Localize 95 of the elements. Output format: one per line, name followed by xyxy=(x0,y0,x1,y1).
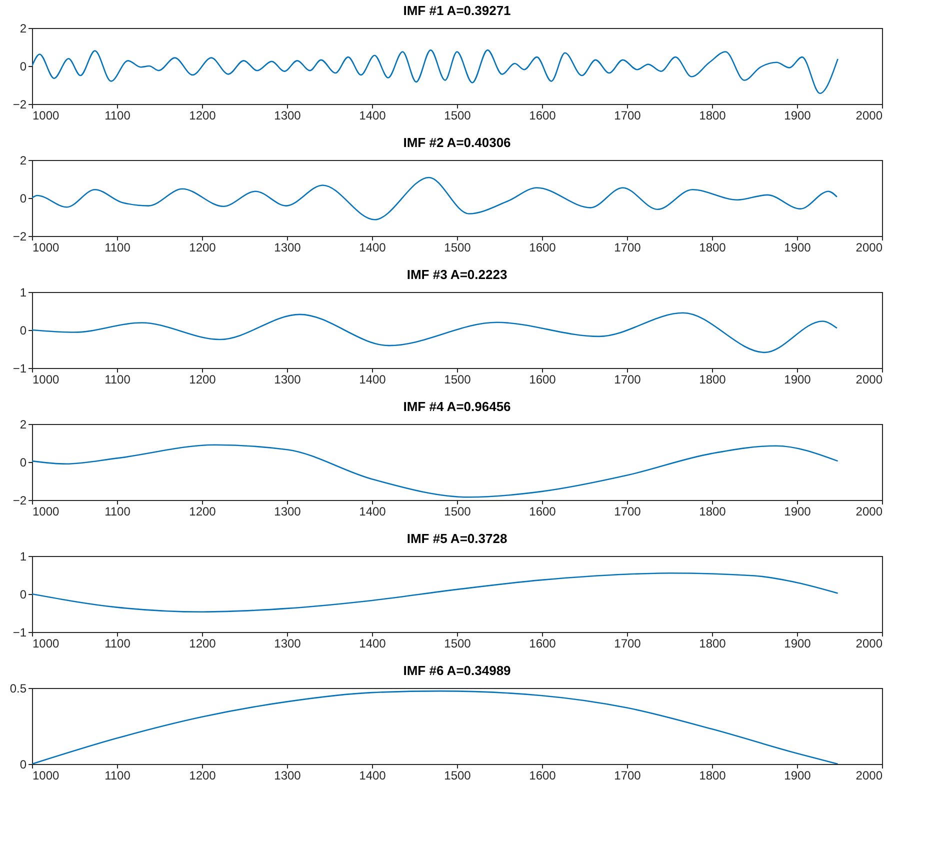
x-tick-label: 2000 xyxy=(856,108,883,122)
x-tick-label: 1100 xyxy=(104,372,131,386)
x-tick-label: 1600 xyxy=(529,504,556,518)
x-tick-label: 1600 xyxy=(529,240,556,254)
x-tick-label: 1900 xyxy=(784,108,812,122)
x-tick-label: 1200 xyxy=(189,768,216,782)
x-tick-label: 1900 xyxy=(784,504,812,518)
x-tick-label: 1800 xyxy=(699,108,726,122)
y-tick-label: −2 xyxy=(12,230,27,244)
x-tick-label: 1300 xyxy=(274,768,302,782)
chart-title: IMF #3 A=0.2223 xyxy=(406,267,508,282)
chart-title: IMF #2 A=0.40306 xyxy=(403,135,511,150)
x-tick-label: 1400 xyxy=(359,372,386,386)
x-tick-label: 1900 xyxy=(784,768,812,782)
line-series xyxy=(32,444,838,498)
x-tick-label: 1300 xyxy=(274,108,302,122)
x-tick-label: 2000 xyxy=(856,372,883,386)
y-tick-label: −1 xyxy=(12,362,27,376)
x-tick-label: 1100 xyxy=(104,636,131,650)
x-tick-label: 1000 xyxy=(32,240,60,254)
chart-title: IMF #6 A=0.34989 xyxy=(403,663,511,678)
x-tick-label: 1800 xyxy=(699,372,726,386)
y-tick-label: 2 xyxy=(20,154,27,168)
x-tick-label: 1000 xyxy=(32,372,60,386)
x-tick-label: 1600 xyxy=(529,768,556,782)
x-tick-label: 2000 xyxy=(856,636,883,650)
x-tick-label: 1800 xyxy=(699,240,726,254)
chart-title: IMF #5 A=0.3728 xyxy=(406,531,508,546)
x-tick-label: 1000 xyxy=(32,504,60,518)
x-tick-label: 1500 xyxy=(444,372,472,386)
x-tick-label: 1500 xyxy=(444,768,472,782)
x-tick-label: 1600 xyxy=(529,636,556,650)
x-tick-label: 2000 xyxy=(856,240,883,254)
y-tick-label: −2 xyxy=(12,494,27,508)
x-tick-label: 1200 xyxy=(189,108,216,122)
x-tick-label: 1000 xyxy=(32,768,60,782)
x-tick-label: 1500 xyxy=(444,636,472,650)
y-tick-label: 1 xyxy=(20,550,27,564)
x-tick-label: 1700 xyxy=(614,636,642,650)
x-tick-label: 1900 xyxy=(784,372,812,386)
x-tick-label: 1700 xyxy=(614,768,642,782)
x-tick-label: 2000 xyxy=(856,504,883,518)
y-tick-label: 0 xyxy=(20,758,27,772)
x-tick-label: 1800 xyxy=(699,768,726,782)
y-tick-label: 0 xyxy=(20,456,27,470)
line-series xyxy=(32,49,838,94)
x-tick-label: 1100 xyxy=(104,504,131,518)
x-tick-label: 1400 xyxy=(359,108,386,122)
x-tick-label: 1500 xyxy=(444,504,472,518)
x-tick-label: 1200 xyxy=(189,240,216,254)
x-tick-label: 1100 xyxy=(104,108,131,122)
x-tick-label: 1700 xyxy=(614,108,642,122)
x-tick-label: 1300 xyxy=(274,372,302,386)
x-tick-label: 1300 xyxy=(274,636,302,650)
x-tick-label: 1900 xyxy=(784,636,812,650)
x-tick-label: 1300 xyxy=(274,240,302,254)
x-tick-label: 1700 xyxy=(614,240,642,254)
y-tick-label: 0.5 xyxy=(10,682,27,696)
x-tick-label: 1600 xyxy=(529,108,556,122)
y-tick-label: 1 xyxy=(20,286,27,300)
x-tick-label: 1000 xyxy=(32,636,60,650)
y-tick-label: 2 xyxy=(20,418,27,432)
y-tick-label: −1 xyxy=(12,626,27,640)
x-tick-label: 1100 xyxy=(104,768,131,782)
x-tick-label: 1100 xyxy=(104,240,131,254)
x-tick-label: 1900 xyxy=(784,240,812,254)
y-tick-label: 0 xyxy=(20,324,27,338)
y-tick-label: 0 xyxy=(20,60,27,74)
x-tick-label: 1700 xyxy=(614,372,642,386)
x-tick-label: 1500 xyxy=(444,240,472,254)
y-tick-label: 0 xyxy=(20,588,27,602)
x-tick-label: 1300 xyxy=(274,504,302,518)
line-series xyxy=(32,176,838,220)
x-tick-label: 1400 xyxy=(359,504,386,518)
x-tick-label: 1200 xyxy=(189,636,216,650)
x-tick-label: 1400 xyxy=(359,240,386,254)
chart-title: IMF #1 A=0.39271 xyxy=(403,3,511,18)
x-tick-label: 1800 xyxy=(699,504,726,518)
x-tick-label: 1400 xyxy=(359,636,386,650)
x-tick-label: 1700 xyxy=(614,504,642,518)
x-tick-label: 1800 xyxy=(699,636,726,650)
line-series xyxy=(32,312,838,354)
line-series xyxy=(32,572,838,613)
x-tick-label: 1000 xyxy=(32,108,60,122)
y-tick-label: 2 xyxy=(20,22,27,36)
x-tick-label: 1500 xyxy=(444,108,472,122)
x-tick-label: 1600 xyxy=(529,372,556,386)
x-tick-label: 1400 xyxy=(359,768,386,782)
x-tick-label: 1200 xyxy=(189,504,216,518)
line-series xyxy=(32,690,838,764)
chart-title: IMF #4 A=0.96456 xyxy=(403,399,511,414)
y-tick-label: −2 xyxy=(12,98,27,112)
x-tick-label: 2000 xyxy=(856,768,883,782)
x-tick-label: 1200 xyxy=(189,372,216,386)
y-tick-label: 0 xyxy=(20,192,27,206)
